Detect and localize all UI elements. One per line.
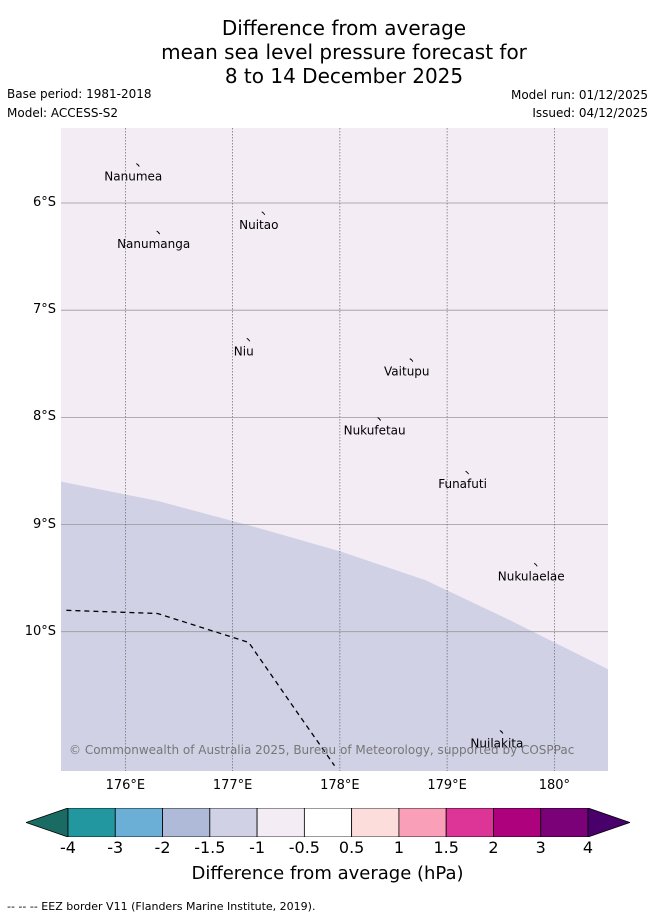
colorbar-tick-label: 3 xyxy=(535,838,546,857)
copyright-text: © Commonwealth of Australia 2025, Bureau… xyxy=(69,743,574,757)
colorbar-tick-label: -1.5 xyxy=(194,838,226,857)
model-run-text: Model run: 01/12/2025 xyxy=(510,88,648,102)
colorbar-title: Difference from average (hPa) xyxy=(191,863,464,884)
place-label: Nukulaelae xyxy=(498,569,565,583)
longitude-label: 176°E xyxy=(105,778,146,793)
island-outline xyxy=(465,470,470,475)
island-outline xyxy=(246,337,251,342)
longitude-label: 180° xyxy=(538,778,571,793)
place-label: Niu xyxy=(234,344,254,358)
island-outline xyxy=(136,163,140,167)
latitude-label: 9°S xyxy=(32,516,56,532)
colorbar-bin xyxy=(303,808,353,837)
island-outline xyxy=(409,358,414,362)
title-line-3: 8 to 14 December 2025 xyxy=(224,64,464,88)
colorbar-bin xyxy=(67,808,116,837)
latitude-label: 10°S xyxy=(24,623,56,639)
island-outline xyxy=(533,562,538,567)
latitude-label: 8°S xyxy=(32,409,56,425)
colorbar-tick-label: 4 xyxy=(582,838,594,857)
colorbar-bin xyxy=(162,808,211,837)
latitude-label: 7°S xyxy=(32,302,56,318)
colorbar-tick-label: 1.5 xyxy=(433,838,459,857)
colorbar-bin xyxy=(256,808,305,837)
colorbar-tick-label: 2 xyxy=(488,838,499,857)
colorbar-over-triangle xyxy=(587,808,630,837)
colorbar-tick-label: -0.5 xyxy=(288,838,320,857)
island-outline xyxy=(156,230,161,235)
title-line-1: Difference from average xyxy=(221,16,467,40)
colorbar-under-triangle xyxy=(26,808,69,837)
place-label: Vaitupu xyxy=(384,365,430,379)
island-outline xyxy=(261,211,266,216)
colorbar-bin xyxy=(209,808,258,837)
colorbar-bin xyxy=(114,808,163,837)
longitude-label: 178°E xyxy=(320,778,360,793)
map-title: Difference from average mean sea level p… xyxy=(0,16,655,88)
title-line-2: mean sea level pressure forecast for xyxy=(161,40,527,64)
colorbar-tick-label: 1 xyxy=(393,838,404,857)
base-period-text: Base period: 1981-2018 xyxy=(7,87,152,101)
longitude-label: 179°E xyxy=(427,778,467,793)
colorbar-tick-label: -1 xyxy=(249,838,266,857)
place-label: Nuilakita xyxy=(470,736,523,750)
colorbar-bin xyxy=(445,808,494,837)
colorbar-bin xyxy=(351,808,400,837)
model-text: Model: ACCESS-S2 xyxy=(7,106,119,120)
island-outline xyxy=(377,417,382,421)
anomaly-band-lower xyxy=(61,481,608,771)
colorbar xyxy=(26,808,630,837)
place-label: Nuitao xyxy=(239,218,278,232)
colorbar-bin xyxy=(540,808,589,837)
issued-text: Issued: 04/12/2025 xyxy=(532,106,648,120)
island-outline xyxy=(499,730,504,734)
place-label: Nukufetau xyxy=(344,424,406,438)
colorbar-tick-label: -2 xyxy=(154,838,171,857)
colorbar-bin xyxy=(398,808,447,837)
map-panel: Nanumea Nuitao Nanumanga Niu Vaitupu Nukufeta… xyxy=(61,128,608,771)
place-label: Funafuti xyxy=(438,477,487,491)
latitude-label: 6°S xyxy=(32,195,56,211)
eez-footnote: -- -- -- EEZ border V11 (Flanders Marine… xyxy=(7,900,316,913)
place-label: Nanumanga xyxy=(117,237,190,251)
colorbar-tick-label: -3 xyxy=(107,838,124,857)
colorbar-bin xyxy=(493,808,542,837)
colorbar-tick-label: -4 xyxy=(60,838,76,857)
colorbar-tick-label: 0.5 xyxy=(338,838,365,857)
place-label: Nanumea xyxy=(104,170,162,184)
longitude-label: 177°E xyxy=(212,778,253,793)
